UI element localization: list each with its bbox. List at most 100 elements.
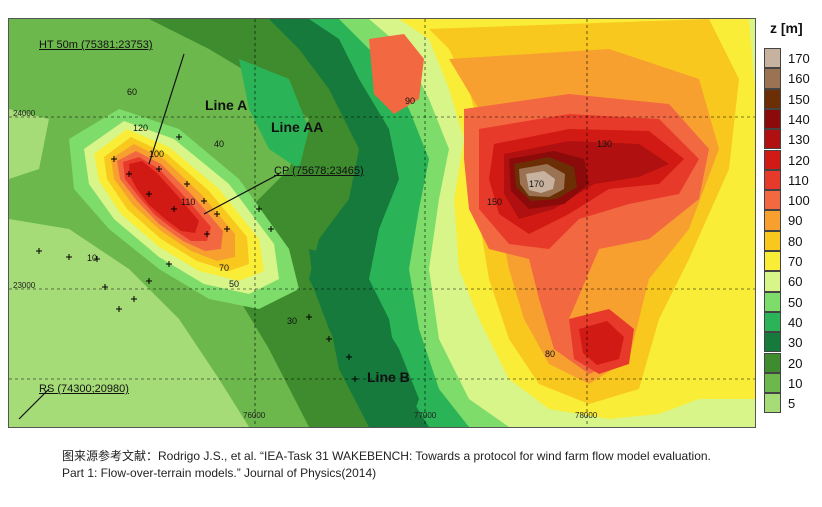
mast-marker — [176, 134, 182, 140]
mast-marker — [326, 336, 332, 342]
mast-marker — [256, 206, 262, 212]
mast-marker — [224, 226, 230, 232]
legend-value-30: 30 — [788, 335, 803, 351]
contour-label-100: 100 — [149, 149, 164, 159]
legend-swatch-50 — [764, 291, 781, 312]
legend-swatch-120 — [764, 149, 781, 170]
contour-label-60: 60 — [127, 87, 137, 97]
legend-swatch-150 — [764, 88, 781, 109]
pointer-lines — [18, 53, 280, 420]
legend-value-170: 170 — [788, 51, 810, 66]
mast-marker — [268, 226, 274, 232]
legend-value-140: 140 — [788, 111, 810, 127]
line-b-label: Line B — [367, 369, 410, 385]
legend-swatch-110 — [764, 169, 781, 191]
legend-value-120: 120 — [788, 152, 810, 168]
topography-map: 10 30 40 50 60 70 80 90 100 110 120 130 150 170 Line … — [8, 18, 756, 428]
legend-swatch-100 — [764, 190, 781, 211]
tick-x-78000: 78000 — [575, 411, 598, 420]
legend-value-40: 40 — [788, 314, 803, 330]
mast-marker — [116, 306, 122, 312]
mast-markers — [36, 134, 358, 382]
legend-value-100: 100 — [788, 193, 810, 209]
mast-marker — [94, 256, 100, 262]
legend-unit-label: z [m] — [770, 20, 803, 36]
contour-label-90: 90 — [405, 96, 415, 106]
figure-caption: 图来源参考文献：Rodrigo J.S., et al. “IEA-Task 3… — [62, 448, 802, 482]
tick-x-77000: 77000 — [414, 411, 437, 420]
mast-marker — [201, 198, 207, 204]
legend-swatch-5 — [764, 393, 781, 414]
legend-value-130: 130 — [788, 132, 810, 148]
mast-marker — [352, 376, 358, 382]
line-a-label: Line A — [205, 97, 248, 113]
valley-north — [239, 59, 309, 169]
mast-marker — [171, 206, 177, 212]
tick-y-23000: 23000 — [13, 281, 36, 290]
contour-label-40: 40 — [214, 139, 224, 149]
contour-label-110: 110 — [181, 197, 195, 207]
ridge-120 — [129, 161, 199, 233]
tick-x-76000: 76000 — [243, 411, 266, 420]
grid-lines — [9, 19, 755, 427]
mast-marker — [146, 278, 152, 284]
mast-marker — [111, 156, 117, 162]
mast-marker — [346, 354, 352, 360]
ht-point-label: HT 50m (75381;23753) — [39, 39, 153, 51]
elevation-legend: z [m] 170 160 150 140 130 120 110 100 90 80 70 60 50… — [760, 18, 822, 428]
contour-label-130: 130 — [597, 139, 612, 149]
mast-marker — [156, 166, 162, 172]
contour-label-70: 70 — [219, 263, 229, 273]
mast-marker — [184, 181, 190, 187]
mast-marker — [146, 191, 152, 197]
legend-swatch-170 — [764, 48, 781, 69]
rs-point-label: RS (74300;20980) — [39, 383, 129, 395]
contour-label-10: 10 — [87, 253, 97, 263]
valley-line-b — [309, 249, 419, 427]
mast-marker — [66, 254, 72, 260]
legend-swatch-70 — [764, 251, 781, 272]
legend-swatch-60 — [764, 271, 781, 292]
mast-marker — [126, 171, 132, 177]
lowland-w — [9, 109, 49, 179]
contour-label-150: 150 — [487, 197, 502, 207]
mast-marker — [214, 211, 220, 217]
mast-marker — [102, 284, 108, 290]
legend-value-10: 10 — [788, 375, 803, 391]
legend-swatch-20 — [764, 352, 781, 373]
contour-label-120: 120 — [133, 123, 148, 133]
legend-value-60: 60 — [788, 274, 803, 290]
legend-swatch-90 — [764, 210, 781, 231]
mast-marker — [306, 314, 312, 320]
peak-south-120 — [579, 321, 624, 365]
legend-value-150: 150 — [788, 91, 810, 107]
legend-value-70: 70 — [788, 254, 803, 269]
contour-label-170: 170 — [529, 179, 544, 189]
peak-north-100 — [369, 34, 424, 114]
cp-point-label: CP (75678;23465) — [274, 165, 364, 177]
elevation-contour-map: 10 30 40 50 60 70 80 90 100 110 120 130 150 170 — [9, 19, 755, 427]
legend-swatch-140 — [764, 108, 781, 130]
mast-marker — [204, 231, 210, 237]
contour-label-50: 50 — [229, 279, 239, 289]
terrain-170 — [526, 171, 555, 193]
caption-line-1: 图来源参考文献：Rodrigo J.S., et al. “IEA-Task 3… — [62, 449, 711, 463]
legend-swatch-40 — [764, 311, 781, 333]
contour-label-30: 30 — [287, 316, 297, 326]
legend-value-5: 5 — [788, 396, 796, 412]
mast-marker — [166, 261, 172, 267]
line-aa-label: Line AA — [271, 119, 324, 135]
legend-value-80: 80 — [788, 233, 803, 249]
legend-value-20: 20 — [788, 355, 803, 371]
legend-swatch-10 — [764, 372, 781, 394]
caption-line-2: Part 1: Flow-over-terrain models.” Journ… — [62, 466, 377, 480]
legend-value-90: 90 — [788, 213, 803, 229]
legend-swatch-130 — [764, 129, 781, 150]
legend-swatch-80 — [764, 230, 781, 251]
mast-marker — [131, 296, 137, 302]
contour-label-80: 80 — [545, 349, 555, 359]
lowland-sw — [9, 219, 249, 427]
mast-marker — [36, 248, 42, 254]
legend-swatch-160 — [764, 68, 781, 89]
legend-value-110: 110 — [788, 172, 809, 188]
